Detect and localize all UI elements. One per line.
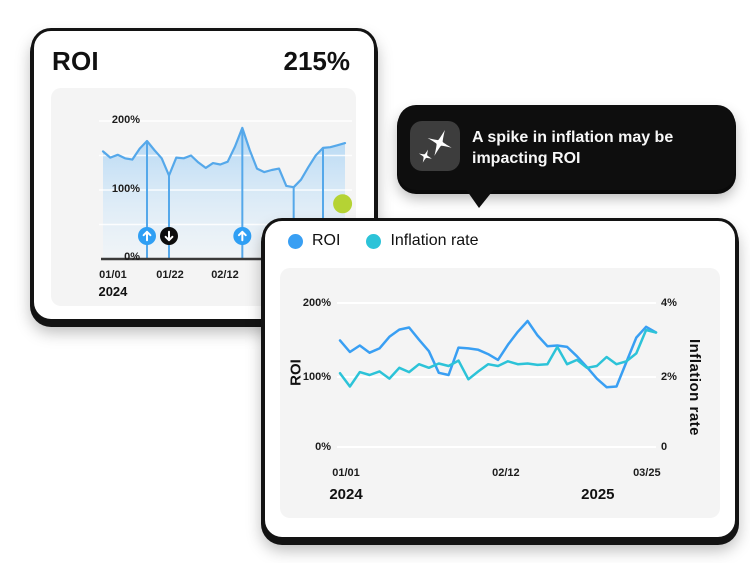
right-axis-tick: 4% [661,297,677,309]
x-axis-tick: 01/22 [156,269,184,281]
tooltip-message: A spike in inflation may be impacting RO… [472,128,674,167]
tooltip-tail [465,188,495,208]
x-axis-tick: 03/25 [633,467,661,479]
inflation-rate-line [338,328,658,388]
chart-legend: ROI Inflation rate [288,232,479,250]
y-axis-tick: 200% [111,114,140,126]
card-title: ROI [52,46,99,76]
x-axis-tick: 01/01 [99,269,127,281]
increase-marker-button[interactable] [233,227,252,245]
roi-legend-dot [288,233,303,249]
roi-legend-label: ROI [312,232,341,249]
roi-stat-value: 215% [283,46,351,76]
decrease-marker-button[interactable] [160,227,178,245]
legend-item-inflation[interactable]: Inflation rate [366,232,479,250]
roi-inflation-card: ROI Inflation rate 200% 100% 0% 4% 2% 0 … [262,218,738,540]
x-axis-tick: 02/12 [211,269,239,281]
left-axis-tick: 100% [302,371,331,383]
sparkle-glyph [418,129,452,163]
increase-marker-button[interactable] [138,227,156,245]
x-axis-tick: 01/01 [332,467,360,479]
roi-card-header: ROI 215% [34,31,374,77]
inflation-legend-dot [366,233,382,249]
roi-inflation-chart-panel: 200% 100% 0% 4% 2% 0 ROI Inflation rate … [280,268,720,518]
right-axis-tick: 2% [661,371,677,383]
legend-item-roi[interactable]: ROI [288,232,340,250]
right-axis-tick: 0 [661,441,668,453]
roi-line [338,319,658,389]
ai-sparkle-icon [410,121,460,171]
left-axis-tick: 200% [302,297,331,309]
roi-line [101,126,347,189]
left-axis-tick: 0% [315,441,331,453]
year-label: 2024 [329,486,363,503]
y-axis-tick: 0% [124,251,140,263]
inflation-legend-label: Inflation rate [390,232,479,249]
roi-inflation-line-chart [337,302,658,448]
ai-insight-tooltip: A spike in inflation may be impacting RO… [398,105,735,208]
left-axis-title: ROI [287,359,305,386]
year-label: 2025 [581,486,615,503]
year-label: 2024 [98,284,128,299]
right-axis-title: Inflation rate [686,339,703,437]
x-axis-tick: 02/12 [492,467,520,479]
y-axis-tick: 100% [111,183,140,195]
highlight-dot [333,194,353,214]
